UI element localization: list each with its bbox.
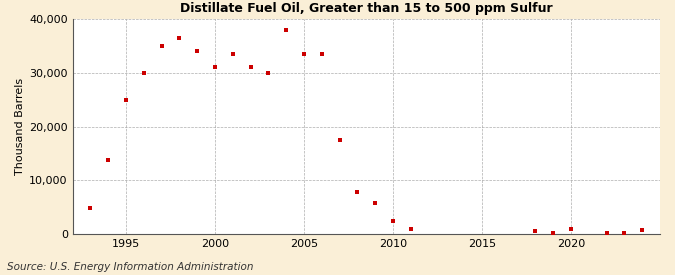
Point [566, 227, 576, 232]
Point [317, 52, 327, 56]
Point [530, 229, 541, 234]
Point [138, 71, 149, 75]
Point [334, 138, 345, 142]
Point [174, 36, 185, 40]
Point [548, 231, 559, 235]
Title: Annual East Coast (PADD 1) Receipts by Tanker and Barge from Gulf Coast (PADD 3): Annual East Coast (PADD 1) Receipts by T… [62, 0, 670, 15]
Y-axis label: Thousand Barrels: Thousand Barrels [15, 78, 25, 175]
Point [227, 52, 238, 56]
Point [370, 201, 381, 205]
Point [281, 28, 292, 32]
Point [192, 49, 202, 53]
Point [352, 190, 363, 194]
Point [601, 231, 612, 235]
Point [156, 44, 167, 48]
Text: Source: U.S. Energy Information Administration: Source: U.S. Energy Information Administ… [7, 262, 253, 272]
Point [637, 228, 647, 233]
Point [619, 230, 630, 235]
Point [85, 206, 96, 211]
Point [298, 52, 309, 56]
Point [406, 227, 416, 232]
Point [387, 219, 398, 223]
Point [263, 71, 274, 75]
Point [245, 65, 256, 70]
Point [210, 65, 221, 70]
Point [121, 97, 132, 102]
Point [103, 158, 113, 162]
